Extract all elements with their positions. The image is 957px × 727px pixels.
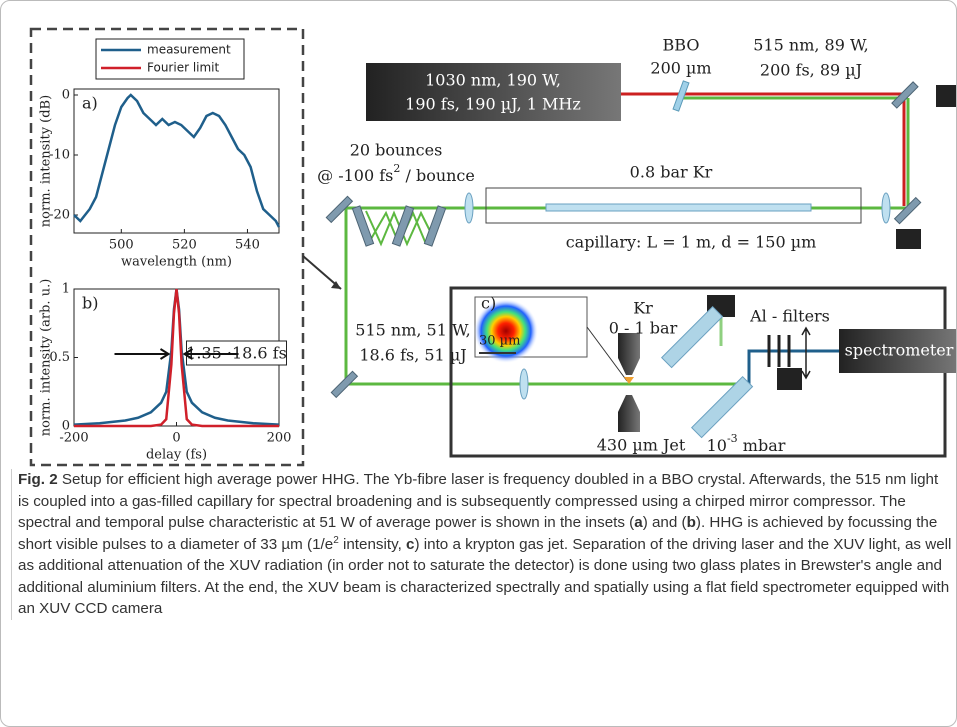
label: 10-3 mbar	[707, 432, 786, 455]
label: 430 µm Jet	[597, 436, 686, 455]
laser-label: 1030 nm, 190 W,	[425, 71, 561, 90]
x-tick-label: 200	[267, 431, 292, 446]
label: mbar	[743, 436, 786, 455]
label: 10	[707, 436, 727, 455]
label: 0 - 1 bar	[609, 319, 678, 338]
label: / bounce	[405, 166, 474, 185]
label: @ -100 fs2 / bounce	[317, 162, 475, 185]
label: 0.8 bar Kr	[630, 163, 713, 182]
y-axis-label: norm. intensity (arb. u.)	[39, 279, 54, 437]
caption-ref: a	[634, 514, 642, 531]
y-axis-label: norm. intensity (dB)	[39, 95, 54, 227]
laser-label: 190 fs, 190 µJ, 1 MHz	[405, 95, 581, 114]
superscript: -3	[727, 432, 738, 445]
label: 515 nm, 51 W,	[355, 321, 470, 340]
caption: Fig. 2 Setup for efficient high average …	[11, 469, 953, 620]
label: 200 µm	[650, 59, 711, 78]
bbo-crystal	[673, 81, 689, 111]
label: @ -100 fs	[317, 166, 393, 185]
lenses	[465, 193, 890, 399]
label: 200 fs, 89 µJ	[760, 61, 862, 80]
label: Al - filters	[749, 307, 830, 326]
panel-label: a)	[82, 94, 98, 113]
caption-ref: b	[687, 514, 696, 531]
x-tick-label: 500	[109, 238, 134, 253]
label: capillary: L = 1 m, d = 150 µm	[566, 233, 817, 252]
superscript: 2	[393, 162, 400, 175]
capillary	[546, 204, 811, 211]
figure-label: Fig. 2	[18, 471, 58, 488]
caption-text: ) and (	[643, 514, 687, 531]
figure: 1030 nm, 190 W, 190 fs, 190 µJ, 1 MHz BB…	[0, 0, 957, 727]
legend-label: measurement	[147, 43, 231, 57]
glass-plate	[692, 377, 753, 438]
jet-catcher	[618, 395, 640, 432]
label: 18.6 fs, 51 µJ	[359, 346, 466, 365]
setup-diagram: 1030 nm, 190 W, 190 fs, 190 µJ, 1 MHz BB…	[1, 1, 957, 471]
x-tick-label: 540	[235, 238, 260, 253]
y-tick-label: 0	[62, 88, 70, 103]
y-tick-label: 0	[62, 419, 70, 434]
y-tick-label: 1	[62, 282, 70, 297]
legend: measurement Fourier limit	[96, 39, 244, 79]
x-tick-label: 0	[172, 431, 180, 446]
legend-label: Fourier limit	[147, 61, 220, 75]
label: 515 nm, 89 W,	[753, 36, 868, 55]
label: Kr	[633, 299, 653, 318]
label: 30 µm	[479, 334, 520, 349]
caption-text: intensity,	[343, 536, 402, 553]
label: spectrometer	[845, 341, 954, 360]
panel-label: b)	[82, 294, 98, 313]
superscript: 2	[333, 534, 339, 545]
x-axis-label: wavelength (nm)	[121, 255, 232, 270]
x-axis-label: delay (fs)	[146, 448, 207, 463]
label: BBO	[663, 36, 700, 55]
x-tick-label: 520	[172, 238, 197, 253]
label: 20 bounces	[350, 141, 443, 160]
label: c)	[481, 294, 496, 313]
jet-nozzle	[618, 333, 640, 375]
translation-arrow	[802, 328, 810, 378]
